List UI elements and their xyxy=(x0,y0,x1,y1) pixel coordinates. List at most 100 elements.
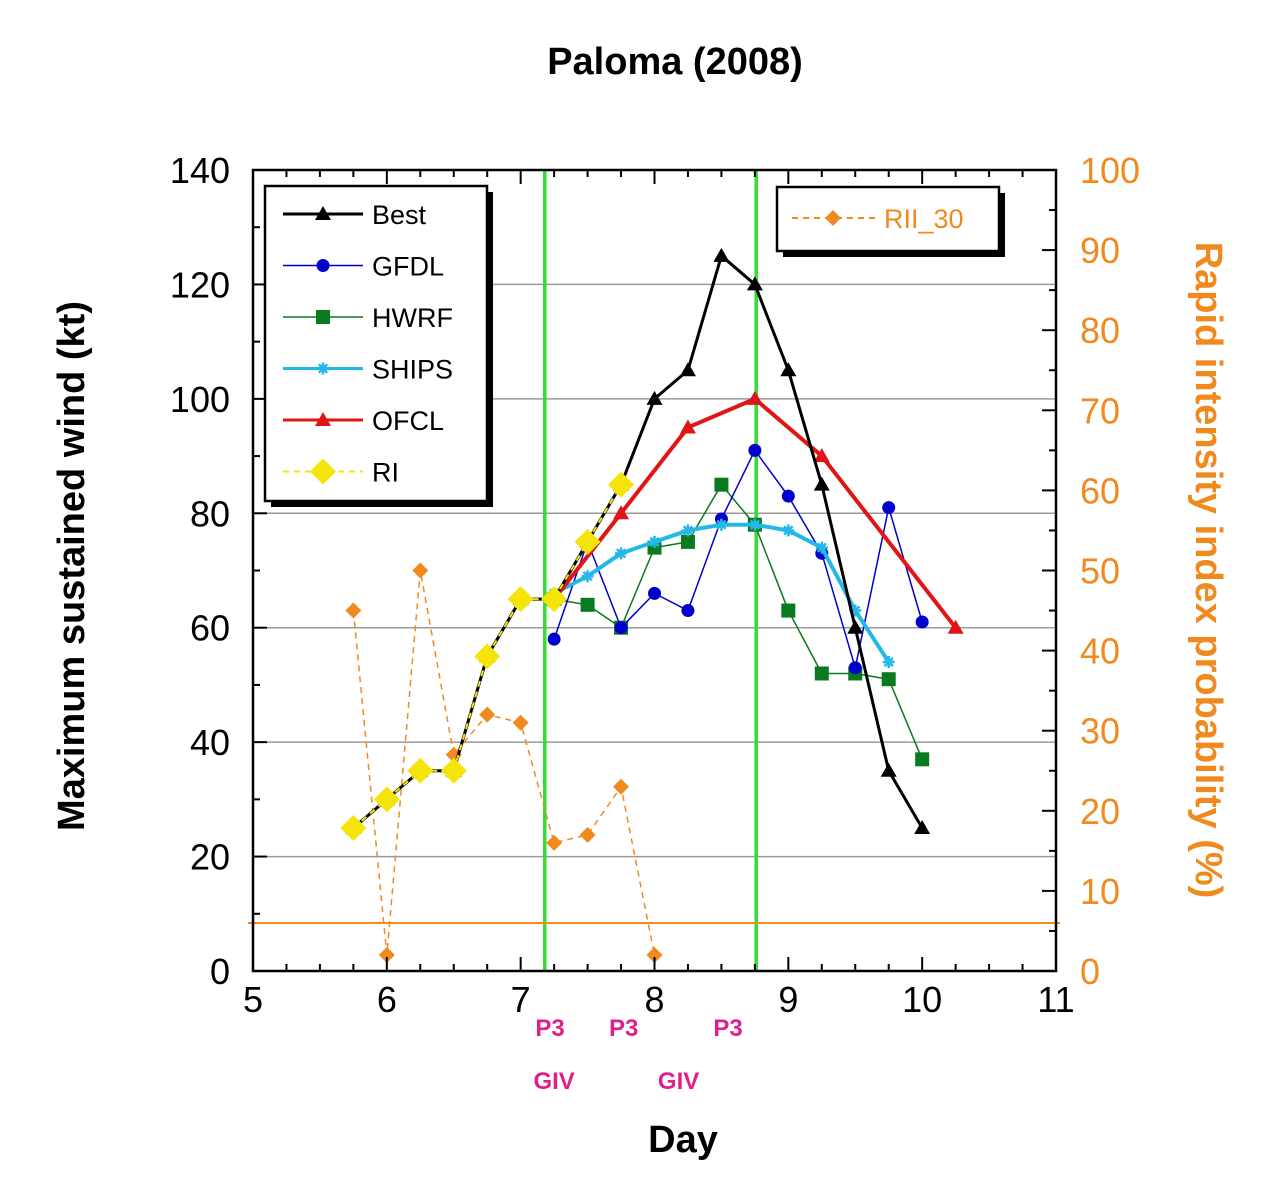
point-hwrf-5 xyxy=(714,477,729,492)
point-ships-8 xyxy=(815,541,828,554)
x-tick-label: 6 xyxy=(377,979,397,1020)
legend-left: Best GFDL HWRF SHIPS OFCL RI xyxy=(263,184,493,507)
point-rii-30-2 xyxy=(412,562,429,579)
point-gfdl-6 xyxy=(748,443,762,457)
point-best-11 xyxy=(713,247,730,262)
point-gfdl-0 xyxy=(547,632,561,646)
y-tick-label-left: 140 xyxy=(170,150,230,191)
y-tick-label-left: 120 xyxy=(170,264,230,305)
x-tick-label: 10 xyxy=(902,979,942,1020)
point-ships-3 xyxy=(648,535,661,548)
legend-marker-gfdl xyxy=(316,259,330,272)
point-hwrf-11 xyxy=(915,752,930,767)
y-tick-label-left: 20 xyxy=(190,837,230,878)
point-ships-9 xyxy=(849,604,862,617)
legend-marker-ofcl xyxy=(315,412,331,426)
point-best-14 xyxy=(813,476,830,491)
series-layer xyxy=(340,247,964,963)
point-ofcl-1 xyxy=(613,505,630,520)
point-best-16 xyxy=(880,762,897,777)
point-rii-30-0 xyxy=(345,602,362,619)
legend-label-hwrf: HWRF xyxy=(372,303,453,333)
series-line-ofcl xyxy=(552,396,958,629)
series-ri xyxy=(340,471,635,841)
y-tick-label-left: 100 xyxy=(170,379,230,420)
point-rii-30-4 xyxy=(479,706,496,723)
point-rii-30-1 xyxy=(378,946,395,963)
legend-label-best: Best xyxy=(372,200,427,230)
series-line-ships xyxy=(553,522,891,664)
point-gfdl-3 xyxy=(648,586,661,600)
point-rii-30-6 xyxy=(546,834,563,851)
y-tick-label-right: 10 xyxy=(1080,871,1120,912)
point-rii-30-8 xyxy=(613,778,630,795)
legend-label-ships: SHIPS xyxy=(372,355,453,385)
y-tick-label-right: 90 xyxy=(1080,230,1120,271)
point-ships-7 xyxy=(782,524,795,537)
y-tick-label-right: 0 xyxy=(1080,951,1100,992)
y-tick-label-right: 60 xyxy=(1080,470,1120,511)
point-best-9 xyxy=(646,390,663,405)
y-tick-label-right: 70 xyxy=(1080,390,1120,431)
point-gfdl-7 xyxy=(781,489,795,503)
legend-box xyxy=(263,184,489,503)
point-ships-5 xyxy=(715,518,728,531)
point-ofcl-2 xyxy=(679,419,696,434)
y-tick-label-right: 80 xyxy=(1080,310,1120,351)
point-hwrf-7 xyxy=(781,603,796,618)
point-gfdl-9 xyxy=(848,661,862,675)
point-gfdl-11 xyxy=(915,615,929,629)
x-tick-label: 8 xyxy=(644,979,664,1020)
series-line-gfdl xyxy=(553,449,923,669)
legend-label-gfdl: GFDL xyxy=(372,252,444,282)
tick-labels: 5 6 7 8 9 10 110204060801001201400102030405060… xyxy=(170,150,1140,1020)
legend-marker-best xyxy=(315,206,331,220)
point-gfdl-4 xyxy=(681,604,695,618)
point-best-13 xyxy=(780,362,797,377)
series-gfdl xyxy=(547,443,929,675)
y-tick-label-right: 100 xyxy=(1080,150,1140,191)
point-ri-1 xyxy=(373,786,400,813)
point-ri-6 xyxy=(541,586,568,613)
y-tick-label-left: 60 xyxy=(190,608,230,649)
y-tick-label-right: 50 xyxy=(1080,551,1120,592)
y-axis-label-left: Maximum sustained wind (kt) xyxy=(51,301,93,831)
point-ofcl-4 xyxy=(813,448,830,463)
point-ri-5 xyxy=(507,586,534,613)
point-best-10 xyxy=(679,362,696,377)
point-rii-30-5 xyxy=(512,714,529,731)
series-line-ri xyxy=(352,484,622,829)
point-ri-7 xyxy=(574,528,601,555)
point-ships-6 xyxy=(748,518,761,531)
x-tick-label: 11 xyxy=(1037,979,1074,1020)
flight-label-giv: GIV xyxy=(533,1068,574,1095)
point-ofcl-3 xyxy=(746,390,763,405)
point-ri-0 xyxy=(340,814,367,841)
point-best-17 xyxy=(914,819,931,834)
legend-marker-rii-30 xyxy=(825,210,841,226)
x-tick-label: 7 xyxy=(511,979,531,1020)
reconnaissance-time-lines xyxy=(543,170,758,971)
x-axis-label: Day xyxy=(648,1119,718,1161)
point-ships-4 xyxy=(681,524,694,537)
point-gfdl-10 xyxy=(882,501,896,515)
point-hwrf-8 xyxy=(814,666,829,681)
point-ri-4 xyxy=(474,643,501,670)
x-tick-label: 9 xyxy=(778,979,798,1020)
axes xyxy=(251,168,1058,973)
point-rii-30-7 xyxy=(579,826,596,843)
y-tick-label-right: 40 xyxy=(1080,631,1120,672)
series-line-rii-30 xyxy=(352,569,656,956)
point-best-15 xyxy=(847,619,864,634)
point-ri-2 xyxy=(407,757,434,784)
point-ships-10 xyxy=(882,656,895,669)
point-ofcl-5 xyxy=(947,619,964,634)
point-hwrf-1 xyxy=(580,597,595,612)
legend-right: RII_30 xyxy=(775,185,1005,257)
flight-label-giv: GIV xyxy=(658,1068,699,1095)
series-ofcl xyxy=(546,390,964,634)
point-ri-3 xyxy=(440,757,467,784)
series-rii-30 xyxy=(345,562,663,963)
y-axis-label-right: Rapid intensity index probability (%) xyxy=(1187,242,1229,899)
